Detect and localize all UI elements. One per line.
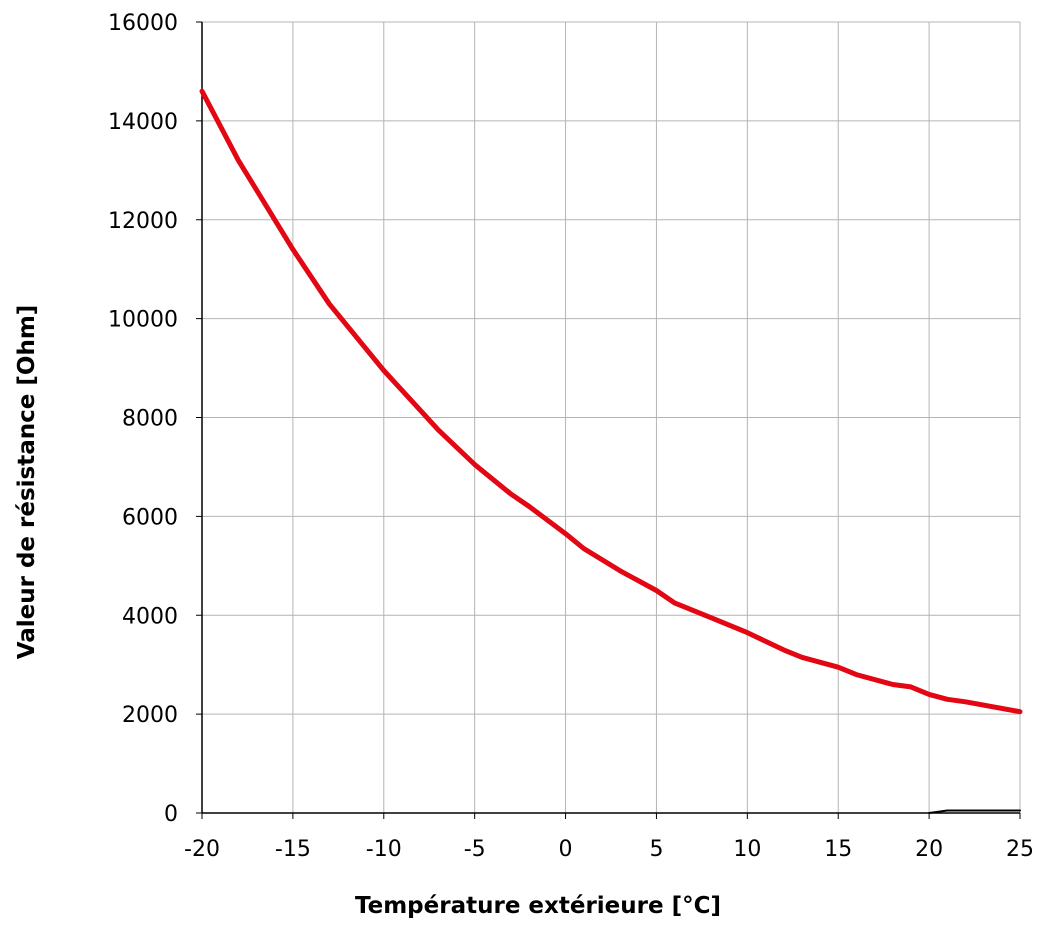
grid: [201, 21, 1021, 814]
y-tick-label: 2000: [122, 703, 178, 728]
y-tick-labels: 0 2000 4000 6000 8000 10000 12000 14000 16000: [108, 11, 178, 827]
y-tick-label: 8000: [122, 407, 178, 432]
x-tick-label: -10: [366, 837, 402, 862]
x-tick-label: 0: [559, 837, 573, 862]
y-tick-label: 0: [164, 802, 178, 827]
x-tick-label: 25: [1006, 837, 1034, 862]
series-line-resistance: [199, 88, 1023, 715]
y-tick-label: 14000: [108, 110, 178, 135]
series-line-secondary: [928, 809, 1021, 814]
y-tick-label: 16000: [108, 11, 178, 36]
y-tick-label: 4000: [122, 604, 178, 629]
y-axis-title: Valeur de résistance [Ohm]: [14, 305, 40, 660]
y-tick-label: 10000: [108, 308, 178, 333]
x-tick-labels: -20 -15 -10 -5 0 5 10 15 20 25: [184, 837, 1034, 862]
x-tick-label: -20: [184, 837, 220, 862]
x-tick-label: 15: [824, 837, 852, 862]
x-tick-label: 5: [649, 837, 663, 862]
y-tick-label: 12000: [108, 209, 178, 234]
x-tick-label: 20: [915, 837, 943, 862]
axes: [196, 21, 1021, 819]
x-tick-label: 10: [733, 837, 761, 862]
series: [199, 88, 1023, 814]
x-axis-title: Température extérieure [°C]: [355, 893, 721, 919]
y-tick-label: 6000: [122, 505, 178, 530]
x-tick-label: -5: [464, 837, 486, 862]
x-tick-label: -15: [275, 837, 311, 862]
